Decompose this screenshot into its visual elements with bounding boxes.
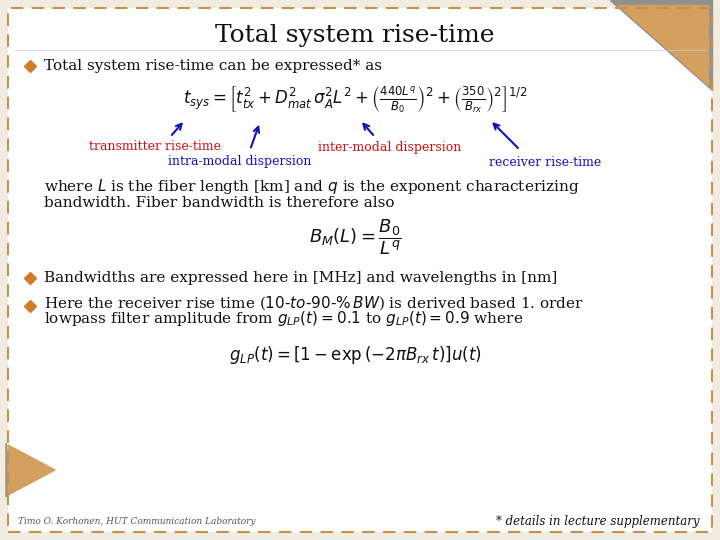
Text: intra-modal dispersion: intra-modal dispersion <box>168 156 312 168</box>
Text: $t_{sys} = \left[ t_{tx}^2 + D_{mat}^2\,\sigma_A^2 L^2 + \left(\frac{440L^q}{B_0: $t_{sys} = \left[ t_{tx}^2 + D_{mat}^2\,… <box>183 85 527 115</box>
Text: where $L$ is the fiber length [km] and $q$ is the exponent characterizing: where $L$ is the fiber length [km] and $… <box>44 178 580 197</box>
Text: $B_M(L) = \dfrac{B_0}{L^q}$: $B_M(L) = \dfrac{B_0}{L^q}$ <box>309 217 401 257</box>
Polygon shape <box>8 445 55 495</box>
Polygon shape <box>610 0 712 90</box>
Text: inter-modal dispersion: inter-modal dispersion <box>318 140 462 153</box>
Text: $g_{LP}(t) = \left[1 - \exp\left(-2\pi B_{rx}\,t\right)\right]u(t)$: $g_{LP}(t) = \left[1 - \exp\left(-2\pi B… <box>229 344 481 366</box>
Text: Here the receiver rise time ($\mathit{10\text{-}to\text{-}90\text{-}\%\,BW}$) is: Here the receiver rise time ($\mathit{10… <box>44 294 584 312</box>
Text: Total system rise-time can be expressed* as: Total system rise-time can be expressed*… <box>44 59 382 73</box>
Polygon shape <box>618 5 708 85</box>
Text: Total system rise-time: Total system rise-time <box>215 24 495 47</box>
Text: bandwidth. Fiber bandwidth is therefore also: bandwidth. Fiber bandwidth is therefore … <box>44 196 395 210</box>
Polygon shape <box>6 443 10 497</box>
FancyBboxPatch shape <box>8 8 712 532</box>
Text: transmitter rise-time: transmitter rise-time <box>89 140 221 153</box>
Text: Timo O. Korhonen, HUT Communication Laboratory: Timo O. Korhonen, HUT Communication Labo… <box>18 517 256 526</box>
Text: Bandwidths are expressed here in [MHz] and wavelengths in [nm]: Bandwidths are expressed here in [MHz] a… <box>44 271 557 285</box>
Text: receiver rise-time: receiver rise-time <box>489 156 601 168</box>
Text: * details in lecture supplementary: * details in lecture supplementary <box>497 516 700 529</box>
Text: lowpass filter amplitude from $g_{LP}(t){=}0.1$ to $g_{LP}(t){=}0.9$ where: lowpass filter amplitude from $g_{LP}(t)… <box>44 309 523 328</box>
